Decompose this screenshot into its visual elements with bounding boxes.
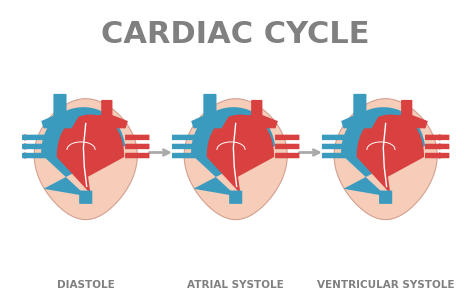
- FancyBboxPatch shape: [101, 100, 112, 119]
- FancyBboxPatch shape: [275, 153, 300, 158]
- FancyBboxPatch shape: [125, 153, 149, 158]
- FancyBboxPatch shape: [322, 153, 346, 158]
- FancyBboxPatch shape: [425, 144, 449, 149]
- FancyBboxPatch shape: [229, 191, 242, 204]
- FancyBboxPatch shape: [425, 135, 449, 140]
- FancyBboxPatch shape: [275, 144, 300, 149]
- Polygon shape: [390, 114, 428, 128]
- FancyBboxPatch shape: [54, 94, 66, 119]
- FancyBboxPatch shape: [172, 135, 196, 140]
- Polygon shape: [341, 114, 379, 128]
- FancyBboxPatch shape: [79, 191, 92, 204]
- Text: DIASTOLE: DIASTOLE: [57, 281, 115, 290]
- Polygon shape: [341, 107, 425, 196]
- Polygon shape: [334, 99, 437, 220]
- Polygon shape: [356, 115, 424, 194]
- Polygon shape: [41, 114, 79, 128]
- FancyBboxPatch shape: [22, 153, 46, 158]
- Polygon shape: [207, 115, 274, 194]
- FancyBboxPatch shape: [203, 94, 217, 119]
- FancyBboxPatch shape: [125, 135, 149, 140]
- FancyBboxPatch shape: [172, 144, 196, 149]
- Text: ATRIAL SYSTOLE: ATRIAL SYSTOLE: [187, 281, 284, 290]
- Polygon shape: [240, 114, 278, 128]
- FancyBboxPatch shape: [401, 100, 412, 119]
- Polygon shape: [191, 107, 275, 196]
- FancyBboxPatch shape: [22, 144, 46, 149]
- Polygon shape: [191, 114, 228, 128]
- Polygon shape: [57, 115, 124, 194]
- FancyBboxPatch shape: [275, 135, 300, 140]
- Polygon shape: [91, 114, 128, 128]
- Polygon shape: [41, 107, 125, 196]
- Text: VENTRICULAR SYSTOLE: VENTRICULAR SYSTOLE: [317, 281, 455, 290]
- FancyBboxPatch shape: [251, 100, 263, 119]
- FancyBboxPatch shape: [322, 135, 346, 140]
- Polygon shape: [184, 99, 287, 220]
- FancyBboxPatch shape: [322, 144, 346, 149]
- FancyBboxPatch shape: [425, 153, 449, 158]
- FancyBboxPatch shape: [22, 135, 46, 140]
- FancyBboxPatch shape: [353, 94, 366, 119]
- FancyBboxPatch shape: [125, 144, 149, 149]
- FancyBboxPatch shape: [172, 153, 196, 158]
- Text: CARDIAC CYCLE: CARDIAC CYCLE: [101, 20, 370, 48]
- Polygon shape: [34, 99, 137, 220]
- FancyBboxPatch shape: [379, 191, 392, 204]
